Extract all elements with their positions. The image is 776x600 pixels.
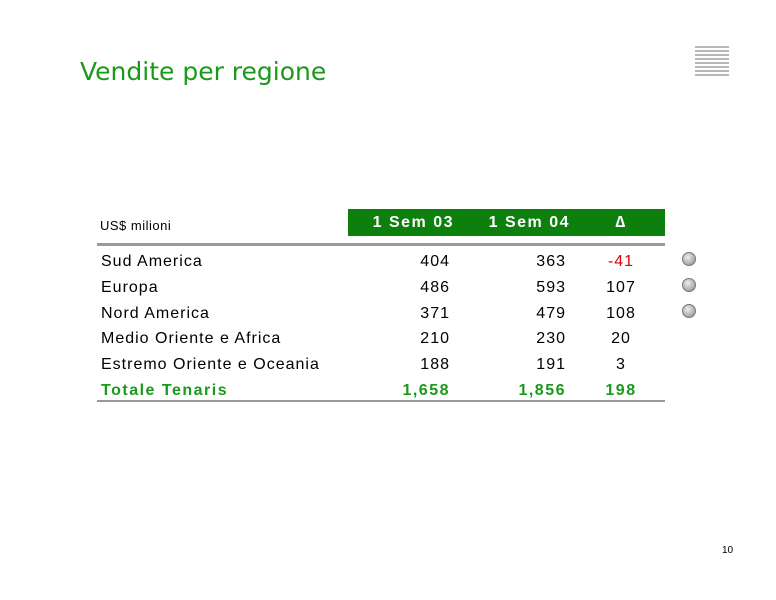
- table-cell: 230: [536, 330, 566, 348]
- unit-label: US$ milioni: [100, 218, 172, 233]
- region-name: Sud America: [101, 253, 203, 270]
- total-cell: 1,658: [402, 382, 450, 399]
- table-cell: 107: [606, 278, 636, 296]
- region-name: Medio Oriente e Africa: [101, 330, 282, 348]
- total-label: Totale Tenaris: [101, 382, 229, 399]
- total-cell: 1,856: [518, 382, 566, 399]
- table-cell: -41: [607, 253, 635, 270]
- page-number: 10: [722, 545, 734, 556]
- slide-title: Vendite per regione: [80, 57, 327, 86]
- header-band: [348, 209, 665, 236]
- info-icon: [682, 277, 696, 292]
- region-name: Europa: [101, 278, 159, 296]
- region-name: Nord America: [101, 304, 210, 322]
- table-cell: 593: [536, 278, 566, 296]
- bottom-rule: [97, 400, 665, 402]
- table-cell: 3: [616, 356, 626, 374]
- table-cell: 404: [420, 253, 450, 270]
- info-icon: [682, 252, 696, 266]
- total-cell: 198: [605, 382, 637, 399]
- table-cell: 210: [420, 330, 450, 348]
- region-name: Estremo Oriente e Oceania: [101, 356, 320, 374]
- table-cell: 188: [420, 356, 450, 374]
- table-cell: 20: [611, 330, 631, 348]
- header-rule: [97, 243, 665, 246]
- table-cell: 371: [420, 304, 450, 322]
- column-header: 1 Sem 03: [372, 214, 454, 231]
- table-cell: 108: [606, 304, 636, 322]
- table-cell: 191: [536, 356, 566, 374]
- logo: [695, 46, 729, 78]
- column-header: 1 Sem 04: [488, 214, 570, 231]
- table-cell: 486: [420, 278, 450, 296]
- table-cell: 363: [536, 253, 566, 270]
- info-icon: [682, 303, 696, 318]
- column-header: ∆: [615, 214, 627, 231]
- table-cell: 479: [536, 304, 566, 322]
